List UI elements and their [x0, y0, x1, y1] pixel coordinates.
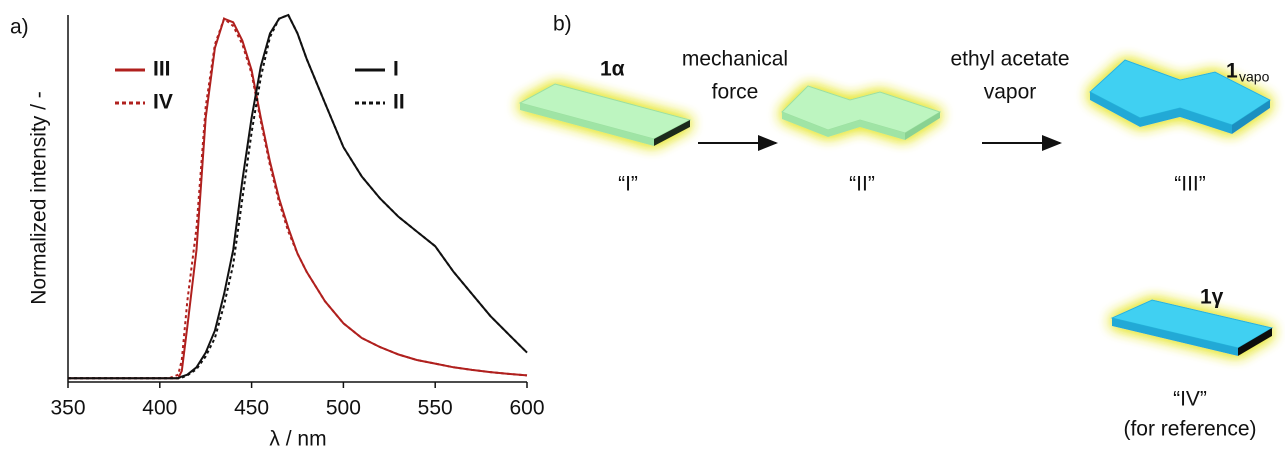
legend-label: I	[393, 58, 399, 81]
crystal	[1089, 59, 1271, 134]
x-tick-label: 600	[509, 397, 544, 420]
x-axis-label: λ / nm	[269, 428, 326, 451]
legend-label: III	[153, 58, 171, 81]
crystal-label: 1	[1226, 60, 1238, 83]
arrow-label: force	[712, 81, 759, 104]
state-label: “IV”	[1173, 388, 1207, 411]
line-series	[68, 13, 528, 380]
legend-label: II	[393, 91, 405, 114]
legend-label: IV	[153, 91, 173, 114]
x-tick-label: 500	[326, 397, 361, 420]
x-tick-label: 400	[142, 397, 177, 420]
y-axis-label: Normalized intensity / -	[28, 91, 51, 305]
crystal-label: 1α	[600, 58, 625, 81]
diagram: b) mechanical force ethyl acetate	[518, 13, 1274, 441]
arrow-label: mechanical	[682, 48, 788, 71]
arrow-label: ethyl acetate	[950, 48, 1069, 71]
panel-label: a)	[10, 16, 29, 39]
x-tick-label: 350	[50, 397, 85, 420]
crystal	[518, 83, 692, 146]
x-tick-label: 450	[234, 397, 269, 420]
state-label: “I”	[618, 173, 638, 196]
note: (for reference)	[1123, 418, 1256, 441]
crystal	[781, 85, 942, 140]
line-series	[68, 17, 528, 380]
spectrum-chart: Normalized intensity / - λ / nm 350 400 45…	[28, 13, 545, 451]
x-tick-label: 550	[418, 397, 453, 420]
line-series	[68, 17, 528, 380]
crystal-label: 1γ	[1200, 286, 1224, 309]
crystal-subscript: vapo	[1239, 69, 1270, 85]
state-label: “II”	[849, 173, 875, 196]
arrow-label: vapor	[984, 81, 1037, 104]
state-label: “III”	[1174, 173, 1206, 196]
crystal	[1110, 299, 1274, 356]
panel-label: b)	[553, 13, 572, 36]
